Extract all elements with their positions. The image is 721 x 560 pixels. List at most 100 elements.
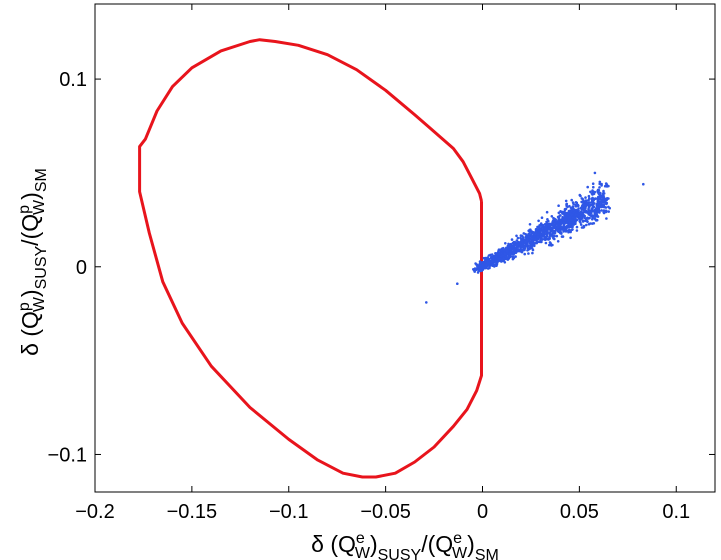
scatter-point — [532, 233, 536, 236]
scatter-point — [527, 235, 531, 238]
scatter-point — [553, 234, 556, 238]
scatter-point — [545, 210, 549, 214]
scatter-point — [565, 204, 568, 207]
scatter-point — [565, 225, 569, 228]
scatter-point — [473, 267, 477, 270]
scatter-point — [557, 219, 560, 222]
scatter-point — [577, 212, 580, 215]
y-ticks: −0.1 0 0.1 — [48, 69, 715, 466]
scatter-point — [474, 262, 477, 265]
scatter-point — [541, 231, 545, 235]
scatter-point — [600, 182, 603, 186]
scatter-point — [561, 212, 565, 215]
scatter-point — [595, 202, 599, 206]
scatter-point — [525, 240, 528, 243]
scatter-point — [494, 263, 498, 267]
scatter-point — [491, 262, 495, 266]
scatter-point — [539, 238, 542, 241]
scatter-point — [508, 244, 512, 247]
scatter-point — [497, 257, 501, 261]
scatter-point — [569, 225, 573, 229]
scatter-point — [506, 244, 510, 248]
scatter-point — [555, 227, 559, 231]
scatter-point — [590, 210, 594, 213]
scatter-point — [544, 241, 548, 245]
x-tick-label: 0.1 — [662, 501, 690, 523]
scatter-point — [540, 216, 544, 219]
scatter-point — [501, 254, 505, 257]
scatter-point — [552, 218, 555, 221]
scatter-point — [572, 223, 575, 226]
scatter-point — [580, 200, 583, 204]
scatter-point — [567, 230, 570, 234]
scatter-point — [490, 259, 494, 263]
scatter-point — [568, 215, 572, 219]
scatter-point — [584, 196, 587, 199]
scatter-point — [579, 223, 583, 226]
scatter-point — [568, 228, 571, 232]
scatter-point — [589, 190, 592, 194]
scatter-point — [543, 227, 547, 230]
scatter-point — [582, 215, 586, 218]
scatter-point — [567, 220, 570, 223]
scatter-point — [533, 242, 537, 245]
scatter-point — [510, 238, 514, 241]
scatter-point — [570, 213, 573, 216]
scatter-point — [563, 216, 567, 219]
scatter-point — [504, 242, 507, 245]
scatter-point — [512, 248, 516, 251]
scatter-point — [596, 215, 600, 218]
x-ticks: −0.2 −0.15 −0.1 −0.05 0 0.05 0.1 — [75, 4, 690, 523]
scatter-point — [579, 215, 583, 219]
y-tick-label: 0.1 — [59, 69, 87, 91]
scatter-point — [597, 188, 601, 192]
scatter-point — [569, 236, 572, 240]
scatter-point — [559, 225, 563, 229]
scatter-point — [549, 230, 552, 233]
scatter-point — [544, 235, 548, 239]
scatter-point — [604, 201, 607, 205]
scatter-point — [585, 210, 588, 213]
scatter-point — [575, 209, 578, 212]
scatter-point — [559, 231, 563, 234]
scatter-point — [524, 244, 528, 248]
scatter-point — [512, 240, 516, 244]
scatter-point — [519, 250, 523, 253]
scatter-point — [602, 189, 605, 193]
scatter-point — [538, 228, 542, 231]
scatter-point — [502, 256, 506, 260]
x-tick-label: −0.15 — [167, 501, 218, 523]
scatter-points — [425, 171, 645, 304]
scatter-point — [537, 219, 540, 223]
scatter-point — [492, 257, 495, 261]
scatter-point — [526, 237, 529, 240]
scatter-point — [488, 260, 492, 264]
x-axis-label: δ (Qe W)SUSY/(Qe W)SM — [311, 530, 499, 560]
y-axis-label: δ (QpW)SUSY/(QpW)SM — [16, 168, 50, 356]
scatter-point — [580, 197, 584, 200]
scatter-point — [577, 204, 580, 207]
scatter-point — [590, 200, 594, 204]
scatter-point — [586, 185, 589, 189]
scatter-point — [582, 225, 586, 229]
scatter-point — [562, 221, 566, 224]
scatter-point — [581, 219, 585, 223]
scatter-point — [570, 198, 573, 202]
scatter-point — [582, 201, 586, 204]
scatter-point — [555, 234, 559, 238]
scatter-point — [592, 185, 595, 189]
scatter-point — [592, 205, 596, 209]
scatter-point — [503, 248, 507, 251]
scatter-point — [538, 224, 541, 227]
scatter-point — [574, 213, 577, 217]
scatter-point — [540, 240, 543, 244]
scatter-point — [553, 231, 557, 234]
scatter-point — [498, 251, 502, 254]
scatter-point — [598, 182, 601, 186]
scatter-point — [539, 230, 542, 233]
scatter-point — [530, 245, 533, 249]
scatter-point — [514, 251, 518, 254]
scatter-point — [528, 223, 532, 226]
scatter-point — [546, 237, 549, 241]
